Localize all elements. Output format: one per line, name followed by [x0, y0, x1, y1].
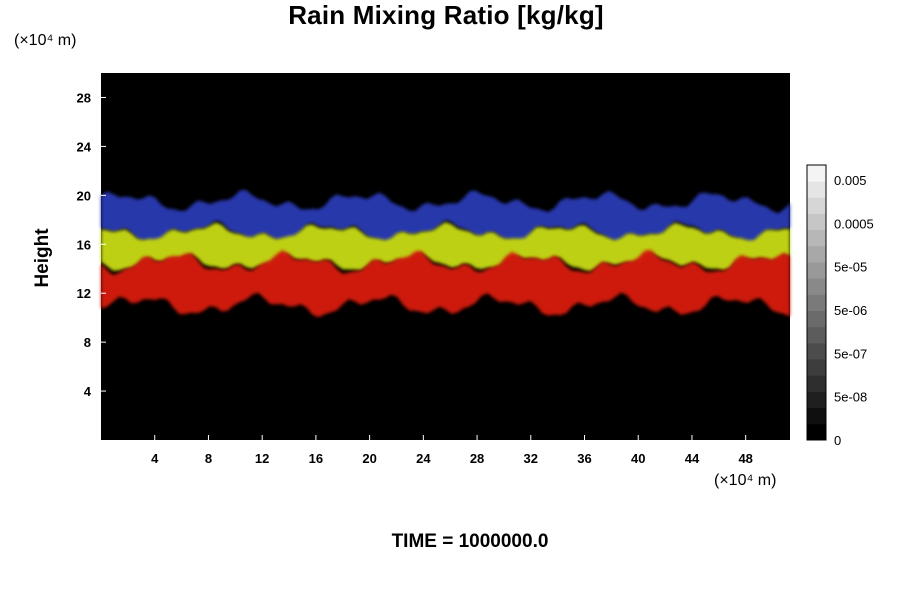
colorbar-level: [807, 197, 826, 214]
colorbar-level: [807, 294, 826, 311]
x-tick-label: 24: [416, 451, 431, 466]
colorbar-level: [807, 165, 826, 182]
colorbar-level: [807, 375, 826, 392]
y-tick-label: 20: [77, 188, 91, 203]
colorbar-level: [807, 245, 826, 263]
x-tick-label: 8: [205, 451, 212, 466]
time-label: TIME = 1000000.0: [391, 531, 549, 552]
colorbar-label: 5e-08: [834, 390, 867, 405]
x-tick-label: 40: [631, 451, 645, 466]
colorbar-label: 0.005: [834, 173, 867, 188]
colorbar-label: 5e-05: [834, 260, 867, 275]
colorbar-level: [807, 326, 826, 344]
colorbar-level: [807, 423, 826, 441]
x-tick-label: 16: [309, 451, 323, 466]
colorbar-label: 5e-06: [834, 303, 867, 318]
x-tick-label: 36: [577, 451, 591, 466]
colorbar-label: 0: [834, 433, 841, 448]
colorbar-level: [807, 342, 826, 360]
x-tick-label: 44: [685, 451, 700, 466]
x-tick-label: 48: [738, 451, 752, 466]
colorbar-level: [807, 407, 826, 425]
layer-lower-middle: [101, 250, 790, 318]
x-tick-label: 28: [470, 451, 484, 466]
x-axis-unit-label: (×10⁴ m): [714, 472, 777, 489]
colorbar-label: 0.0005: [834, 216, 874, 231]
y-tick-label: 24: [77, 139, 92, 154]
y-tick-label: 4: [84, 384, 92, 399]
layer-upper-middle: [101, 222, 790, 272]
chart-title: Rain Mixing Ratio [kg/kg]: [288, 0, 604, 30]
colorbar-level: [807, 310, 826, 328]
x-tick-label: 32: [524, 451, 538, 466]
y-tick-label: 8: [84, 335, 91, 350]
x-tick-label: 12: [255, 451, 269, 466]
colorbar-level: [807, 181, 826, 198]
colorbar-frame: [806, 164, 827, 441]
x-tick-label: 20: [362, 451, 376, 466]
colorbar-level: [807, 213, 826, 231]
colorbar-level: [807, 229, 826, 247]
colorbar-label: 5e-07: [834, 346, 867, 361]
colorbar: 0.005 0.0005 5e-05 5e-06 5e-07 5e-08 0: [806, 164, 874, 448]
y-tick-label: 28: [77, 90, 91, 105]
y-tick-label: 12: [77, 286, 91, 301]
colorbar-level: [807, 262, 826, 279]
x-tick-label: 4: [151, 451, 159, 466]
colorbar-level: [807, 359, 826, 376]
layer-top: [101, 189, 790, 243]
plot-area: [101, 73, 790, 440]
y-tick-label: 16: [77, 237, 91, 252]
colorbar-level: [807, 391, 826, 409]
y-axis-unit-label: (×10⁴ m): [14, 32, 77, 49]
colorbar-level: [807, 278, 826, 295]
